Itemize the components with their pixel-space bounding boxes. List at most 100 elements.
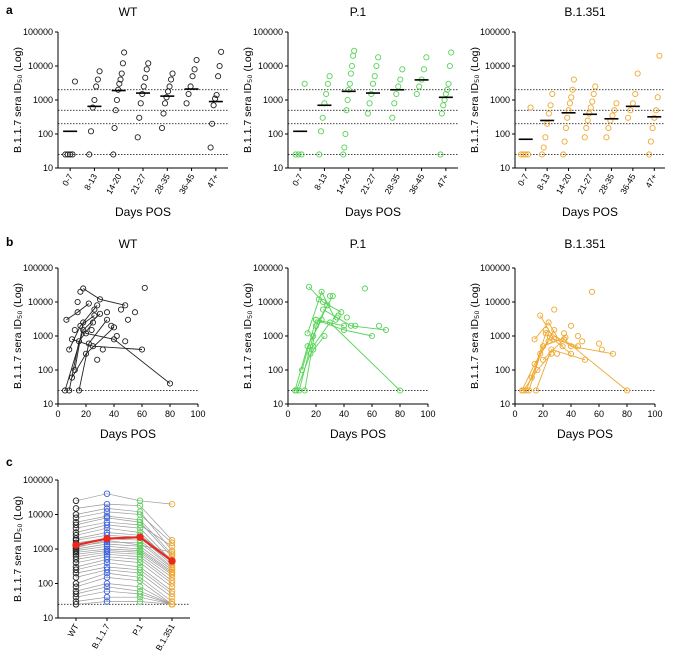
data-point (559, 343, 566, 350)
data-point (160, 110, 167, 117)
x-tick-label: 36-45 (618, 172, 638, 196)
data-point (99, 346, 106, 353)
data-point (113, 96, 120, 104)
x-tick-label: B.1.1.7 (90, 622, 112, 651)
data-point (103, 549, 111, 556)
data-point (567, 322, 575, 329)
data-point (568, 94, 575, 101)
data-point (545, 319, 552, 326)
data-point (351, 47, 358, 54)
x-tick-label: 100 (420, 409, 435, 419)
panel-title: B.1.351 (564, 5, 606, 19)
y-tick-label: 10000 (28, 510, 53, 520)
data-point (103, 514, 111, 522)
data-point (399, 66, 406, 73)
data-point (319, 114, 326, 121)
data-point (651, 114, 658, 121)
data-point (583, 124, 590, 132)
data-point (598, 346, 605, 353)
data-point (329, 292, 336, 300)
trajectory-line (71, 326, 115, 378)
data-point (652, 107, 660, 114)
data-point (534, 366, 541, 374)
data-point (326, 292, 334, 300)
data-point (323, 90, 330, 98)
data-point (158, 124, 166, 132)
y-tick-label: 10 (273, 163, 283, 173)
data-point (136, 574, 144, 581)
x-tick-label: 0-7 (60, 172, 75, 188)
data-point (103, 543, 111, 550)
data-point (168, 577, 176, 585)
data-point (317, 128, 325, 135)
data-point (343, 314, 350, 321)
data-point (91, 306, 98, 313)
data-point (113, 332, 120, 340)
pair-line (75, 569, 173, 598)
y-tick-label: 1000 (490, 331, 510, 341)
data-point (373, 62, 380, 70)
y-tick-label: 100 (38, 579, 53, 589)
data-point (117, 76, 124, 83)
y-axis-label: B.1.1.7 sera ID₅₀ (Log) (242, 47, 254, 153)
panel-title: B.1.351 (564, 237, 606, 251)
data-point (340, 322, 348, 329)
pair-line (75, 503, 173, 541)
x-tick-label: 60 (367, 409, 377, 419)
data-point (139, 90, 146, 98)
y-tick-label: 1000 (33, 544, 53, 554)
data-point (542, 326, 549, 334)
data-point (168, 539, 176, 547)
x-tick-label: 0 (285, 409, 290, 419)
data-point (93, 83, 100, 90)
data-point (71, 366, 78, 374)
y-tick-label: 100 (495, 365, 510, 375)
data-point (111, 124, 118, 132)
data-point (103, 316, 111, 323)
data-point (103, 587, 111, 595)
data-point (103, 521, 111, 529)
pair-line (75, 577, 173, 605)
data-point (567, 350, 575, 357)
x-tick-label: 20 (538, 409, 548, 419)
y-axis-label: B.1.1.7 sera ID₅₀ (Log) (469, 283, 481, 389)
mean-point (136, 533, 144, 541)
data-point (72, 566, 80, 574)
pair-line (75, 515, 173, 555)
y-tick-label: 1000 (263, 331, 283, 341)
data-point (368, 332, 376, 340)
y-axis-label: B.1.1.7 sera ID₅₀ (Log) (12, 496, 24, 602)
data-point (570, 76, 577, 83)
data-point (581, 134, 588, 141)
x-tick-label: 80 (165, 409, 175, 419)
x-tick-label: 20 (81, 409, 91, 419)
data-point (136, 549, 144, 556)
pair-line (75, 493, 173, 505)
data-point (136, 516, 144, 524)
x-tick-label: 0 (512, 409, 517, 419)
data-point (567, 343, 575, 350)
pair-line (75, 559, 173, 588)
data-point (423, 54, 430, 61)
trajectory-line (531, 332, 572, 378)
data-point (316, 151, 323, 158)
data-point (413, 90, 420, 98)
x-axis-label: Days POS (115, 205, 171, 219)
data-point (72, 524, 80, 532)
data-point (110, 151, 117, 158)
data-point (301, 80, 308, 87)
x-tick-label: 14-20 (554, 172, 574, 196)
y-tick-label: 10000 (258, 61, 283, 71)
data-point (168, 549, 176, 556)
data-point (564, 114, 571, 121)
pair-line (75, 572, 173, 602)
data-point (72, 551, 80, 558)
data-point (142, 74, 149, 81)
data-point (444, 86, 451, 93)
y-tick-label: 10000 (28, 297, 53, 307)
data-point (522, 151, 529, 158)
data-point (605, 124, 612, 132)
data-point (138, 346, 146, 353)
data-point (307, 350, 314, 357)
